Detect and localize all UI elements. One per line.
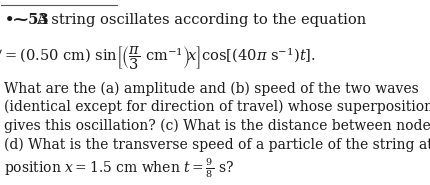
Text: (d) What is the transverse speed of a particle of the string at the: (d) What is the transverse speed of a pa… [4,138,430,152]
Text: •⁓53: •⁓53 [4,13,49,27]
Text: What are the (a) amplitude and (b) speed of the two waves: What are the (a) amplitude and (b) speed… [4,81,418,95]
Text: position $x = 1.5$ cm when $t = \frac{9}{8}$ s?: position $x = 1.5$ cm when $t = \frac{9}… [4,157,234,180]
Text: A string oscillates according to the equation: A string oscillates according to the equ… [36,13,366,27]
Text: (identical except for direction of travel) whose superposition: (identical except for direction of trave… [4,100,430,114]
Text: $y' = (0.50\ \mathrm{cm})\ \sin\!\left[\left(\dfrac{\pi}{3}\ \mathrm{cm}^{-1}\ri: $y' = (0.50\ \mathrm{cm})\ \sin\!\left[\… [0,44,316,72]
Text: gives this oscillation? (c) What is the distance between nodes?: gives this oscillation? (c) What is the … [4,119,430,133]
